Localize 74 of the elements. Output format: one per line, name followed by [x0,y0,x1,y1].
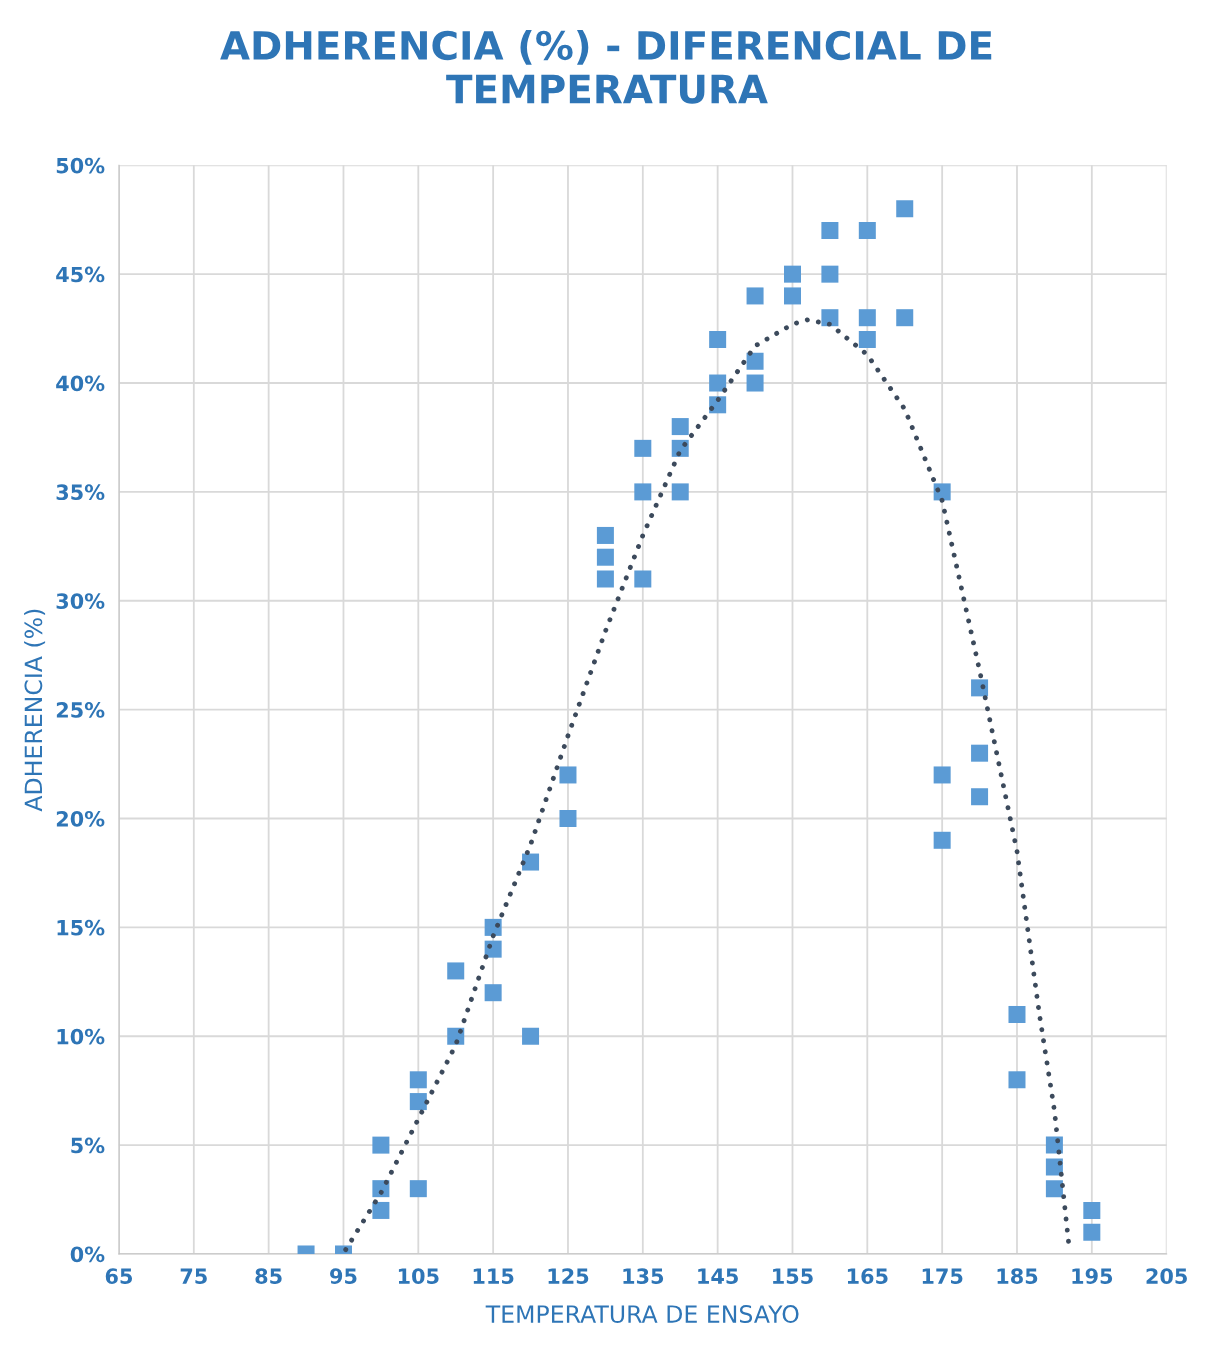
point [783,287,801,305]
point [746,287,764,305]
point [783,265,801,283]
point [1083,1223,1101,1241]
x-tick-label: 175 [922,1268,963,1284]
point [671,418,689,436]
point [372,1201,390,1219]
y-tick-label: 50% [56,157,105,174]
point [896,200,914,218]
point [1045,1158,1063,1176]
point [409,1071,427,1089]
point [596,548,614,566]
x-tick-label: 155 [773,1268,813,1284]
point [821,265,839,283]
y-tick-label: 45% [56,266,105,283]
point [933,766,951,784]
point [634,439,652,457]
point [746,352,764,370]
point [1083,1201,1101,1219]
point [372,1136,390,1154]
y-tick-label: 15% [57,919,105,936]
x-tick-label: 85 [255,1268,282,1284]
point [484,984,502,1002]
y-tick-label: 5% [71,1137,105,1154]
point [522,853,540,871]
point [858,222,876,240]
point [634,570,652,588]
point [933,831,951,849]
x-tick-label: 135 [623,1268,664,1284]
point [409,1180,427,1198]
point [596,526,614,544]
point [971,679,989,697]
point [821,309,839,327]
point [971,788,989,806]
point [559,766,577,784]
x-tick-label: 185 [997,1268,1038,1284]
point [596,570,614,588]
x-tick-label: 195 [1072,1268,1113,1284]
point [634,483,652,501]
y-tick-label: 10% [57,1028,105,1045]
x-tick-label: 165 [847,1268,888,1284]
x-tick-label: 125 [548,1268,589,1284]
y-axis-title: ADHERENCIA (%) [24,609,46,812]
y-tick-label: 30% [56,593,105,609]
point [896,309,914,327]
point [821,222,839,240]
y-tick-label: 40% [56,375,105,392]
y-tick-label: 25% [56,702,105,718]
chart-title: ADHERENCIA (%) - DIFERENCIAL DE TEMPERATURA [220,30,992,104]
point [559,810,577,828]
point [1008,1005,1026,1023]
point [447,962,465,980]
point [971,744,989,762]
point [1045,1180,1063,1198]
x-axis-title: TEMPERATURA DE ENSAYO [485,1305,799,1323]
x-tick-label: 115 [473,1268,514,1284]
point [709,330,727,348]
point [522,1027,540,1045]
y-tick-label: 0% [70,1246,105,1263]
x-tick-label: 105 [398,1268,439,1284]
point [746,374,764,392]
x-tick-label: 205 [1146,1268,1187,1284]
point [1008,1071,1026,1089]
y-tick-label: 35% [56,484,105,501]
point [671,483,689,501]
x-tick-label: 65 [105,1268,133,1284]
point [858,309,876,327]
point [709,374,727,392]
point [409,1093,427,1111]
point [858,330,876,348]
x-tick-label: 75 [180,1268,207,1284]
x-tick-label: 95 [330,1268,357,1284]
x-tick-label: 145 [698,1268,738,1284]
y-tick-label: 20% [56,810,105,827]
